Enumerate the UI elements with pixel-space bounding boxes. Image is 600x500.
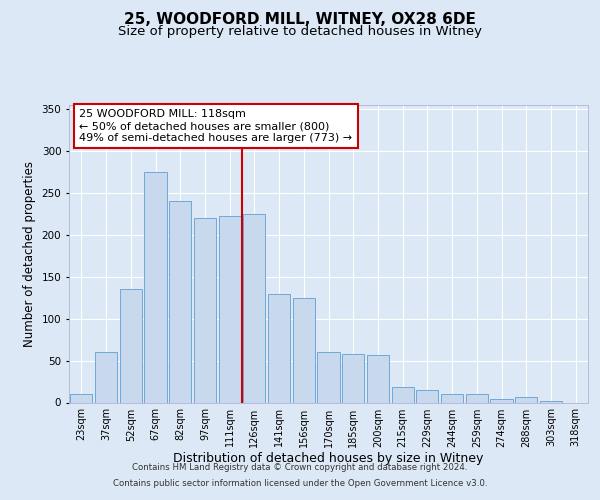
Text: Contains public sector information licensed under the Open Government Licence v3: Contains public sector information licen… xyxy=(113,478,487,488)
Bar xyxy=(145,172,167,402)
Bar xyxy=(243,214,265,402)
Text: 25 WOODFORD MILL: 118sqm
← 50% of detached houses are smaller (800)
49% of semi-: 25 WOODFORD MILL: 118sqm ← 50% of detach… xyxy=(79,110,353,142)
Text: Size of property relative to detached houses in Witney: Size of property relative to detached ho… xyxy=(118,25,482,38)
X-axis label: Distribution of detached houses by size in Witney: Distribution of detached houses by size … xyxy=(173,452,484,466)
Bar xyxy=(194,218,216,402)
Bar xyxy=(515,398,538,402)
Bar xyxy=(416,390,439,402)
Bar xyxy=(95,352,117,403)
Bar xyxy=(218,216,241,402)
Bar xyxy=(466,394,488,402)
Bar xyxy=(293,298,315,403)
Text: Contains HM Land Registry data © Crown copyright and database right 2024.: Contains HM Land Registry data © Crown c… xyxy=(132,464,468,472)
Bar xyxy=(119,290,142,403)
Bar xyxy=(342,354,364,403)
Bar xyxy=(540,401,562,402)
Bar xyxy=(441,394,463,402)
Bar xyxy=(392,388,414,402)
Bar xyxy=(490,399,512,402)
Text: 25, WOODFORD MILL, WITNEY, OX28 6DE: 25, WOODFORD MILL, WITNEY, OX28 6DE xyxy=(124,12,476,28)
Bar xyxy=(317,352,340,403)
Bar xyxy=(70,394,92,402)
Bar xyxy=(169,202,191,402)
Y-axis label: Number of detached properties: Number of detached properties xyxy=(23,161,36,347)
Bar xyxy=(367,354,389,403)
Bar xyxy=(268,294,290,403)
